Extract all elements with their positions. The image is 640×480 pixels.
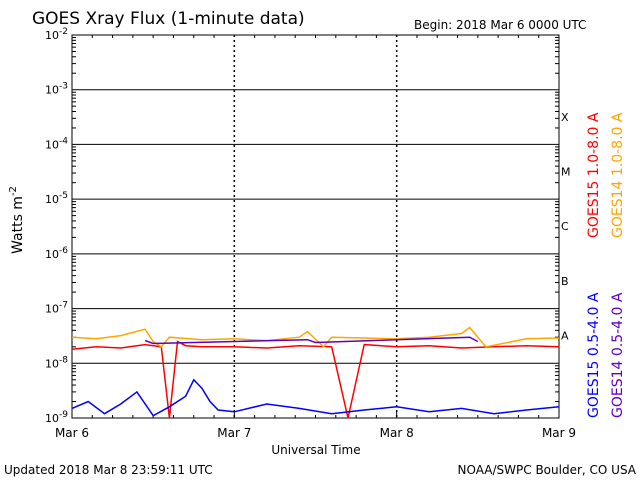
updated-timestamp: Updated 2018 Mar 8 23:59:11 UTC — [4, 463, 213, 477]
legend-entry-1: GOES14 1.0-8.0 A — [610, 112, 626, 238]
flare-class-label: M — [561, 166, 571, 179]
flare-class-label: C — [561, 220, 569, 233]
series-line-0 — [71, 340, 560, 419]
y-tick-label: 10-5 — [45, 191, 68, 206]
y-tick-label: 10-9 — [45, 410, 68, 425]
x-tick-label: Mar 8 — [380, 426, 414, 440]
legend-entry-0: GOES15 1.0-8.0 A — [586, 112, 602, 238]
begin-label: Begin: 2018 Mar 6 0000 UTC — [414, 18, 586, 32]
chart-title: GOES Xray Flux (1-minute data) — [32, 9, 305, 29]
flare-class-label: X — [561, 111, 569, 124]
x-tick-label: Mar 9 — [542, 426, 576, 440]
legend-entry-3: GOES14 0.5-4.0 A — [610, 292, 626, 418]
plot-frame — [71, 34, 560, 419]
flare-class-label: B — [561, 275, 569, 288]
x-axis-label: Universal Time — [271, 443, 360, 457]
x-tick-label: Mar 6 — [55, 426, 89, 440]
y-tick-label: 10-3 — [45, 82, 68, 97]
y-tick-label: 10-7 — [45, 301, 68, 316]
x-tick-label: Mar 7 — [217, 426, 251, 440]
y-tick-label: 10-8 — [45, 355, 68, 370]
y-tick-label: 10-2 — [45, 27, 68, 42]
series-line-2 — [71, 378, 560, 417]
series-line-3 — [144, 336, 479, 345]
flare-class-label: A — [561, 330, 569, 343]
y-tick-label: 10-6 — [45, 246, 68, 261]
y-axis-label-group: Watts m-2 — [8, 186, 26, 254]
legend-entry-2: GOES15 0.5-4.0 A — [586, 292, 602, 418]
credit-text: NOAA/SWPC Boulder, CO USA — [458, 463, 637, 477]
y-tick-label: 10-4 — [45, 136, 68, 151]
legend: GOES15 1.0-8.0 A GOES14 1.0-8.0 A GOES15 0… — [586, 112, 626, 418]
y-axis-label: Watts m-2 — [8, 186, 26, 254]
series-line-1 — [71, 326, 560, 348]
